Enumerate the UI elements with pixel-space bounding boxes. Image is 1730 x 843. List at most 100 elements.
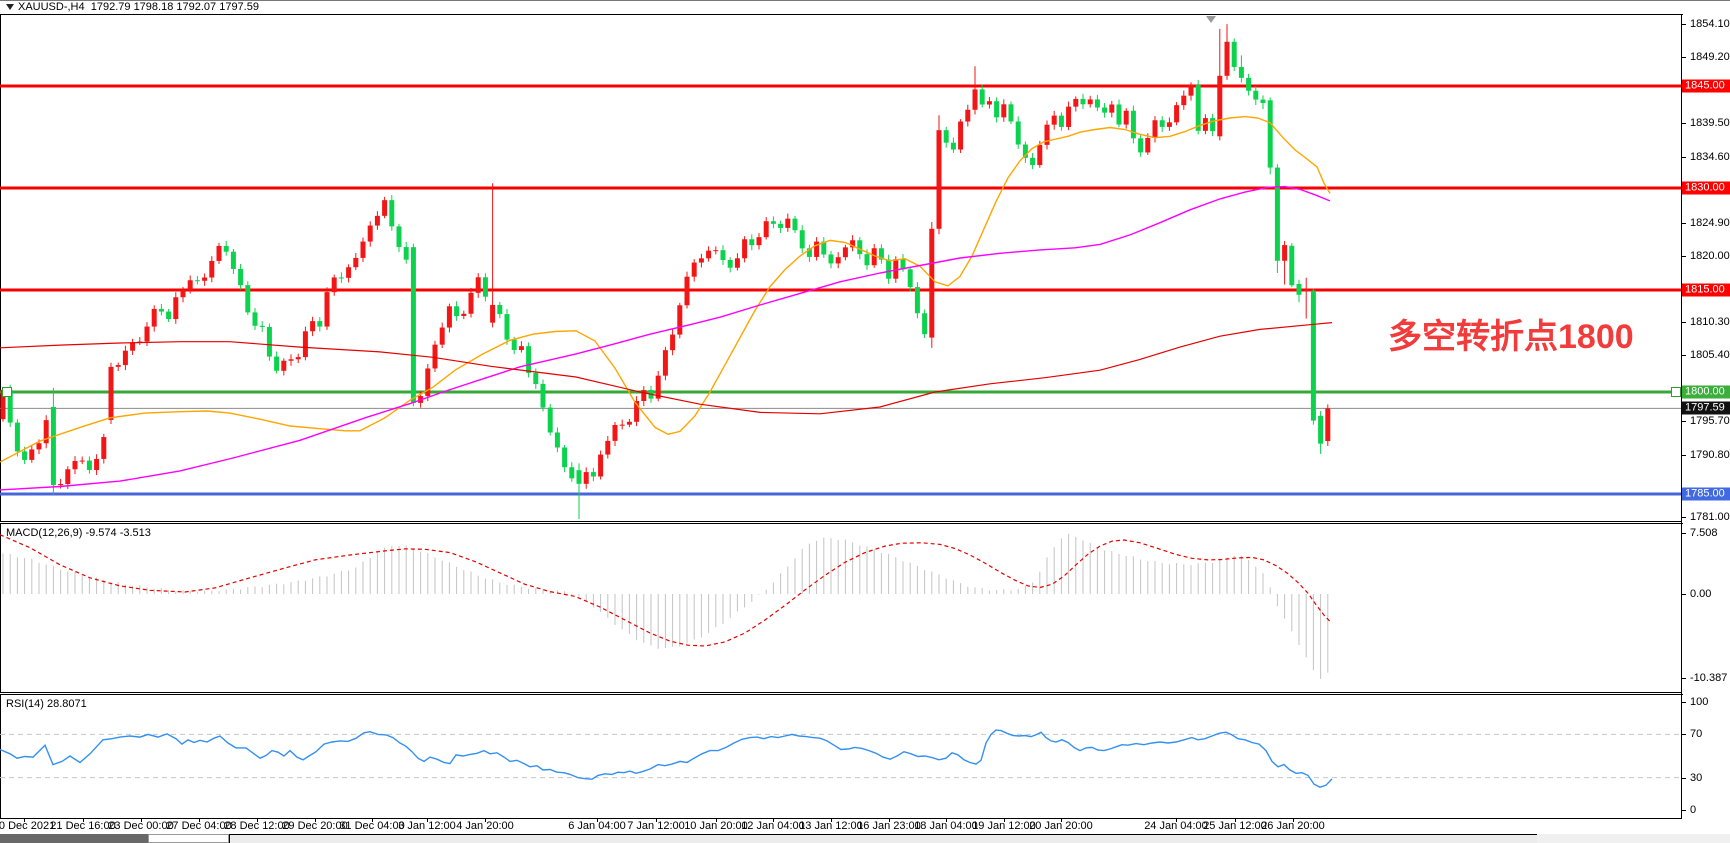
axis-tick: [1682, 734, 1686, 736]
candle: [1246, 77, 1252, 91]
candle: [1152, 120, 1158, 139]
price-tick-label: 1790.80: [1690, 448, 1730, 461]
candle: [281, 360, 287, 371]
price-tick-label: -10.387: [1690, 672, 1728, 685]
axis-tick: [1682, 222, 1686, 224]
candle: [1116, 104, 1122, 125]
candle: [626, 421, 632, 425]
candle: [878, 248, 884, 260]
candle: [317, 321, 323, 327]
candle: [454, 306, 460, 317]
candle: [698, 258, 704, 263]
axis-tick: [1682, 454, 1686, 456]
candle: [1001, 104, 1007, 118]
candle: [1044, 124, 1050, 145]
candle: [310, 321, 316, 332]
candle: [238, 268, 244, 286]
candle: [58, 484, 64, 486]
time-tick: [1004, 818, 1005, 822]
candle: [756, 237, 762, 246]
price-badge-1830.00[interactable]: 1830.00: [1682, 181, 1730, 195]
candle: [893, 259, 899, 279]
window-border: [0, 0, 1730, 1]
candle: [396, 226, 402, 248]
time-tick-label: 12 Jan 04:00: [741, 820, 805, 832]
time-tick-label: 13 Jan 12:00: [799, 820, 863, 832]
time-tick: [946, 818, 947, 822]
candle: [1310, 290, 1316, 421]
candle: [742, 239, 748, 259]
candle: [871, 248, 877, 266]
rsi-panel: [0, 694, 1683, 819]
candle: [389, 200, 395, 227]
ohlc-values: 1792.79 1798.18 1792.07 1797.59: [90, 1, 259, 13]
candle: [504, 314, 510, 340]
candle: [886, 259, 892, 279]
panel-separator[interactable]: [0, 692, 1682, 693]
candle: [835, 257, 841, 264]
axis-tick: [1682, 810, 1686, 811]
candle: [1282, 245, 1288, 261]
candle: [598, 454, 604, 477]
time-tick: [83, 818, 84, 822]
main-price-panel: [0, 14, 1683, 522]
candle: [1008, 104, 1014, 122]
candle: [778, 223, 784, 228]
chart-shift-marker-icon[interactable]: [1206, 16, 1216, 23]
candle: [425, 368, 431, 397]
price-tick-label: 0.00: [1690, 588, 1712, 600]
time-tick: [24, 818, 25, 822]
candle: [511, 339, 517, 350]
price-badge-1815.00[interactable]: 1815.00: [1682, 283, 1730, 297]
candle: [266, 326, 272, 357]
candle: [252, 312, 258, 326]
candle: [533, 372, 539, 384]
candle: [605, 440, 611, 455]
time-tick: [1061, 818, 1062, 822]
collapse-triangle-icon[interactable]: [6, 4, 14, 10]
candle: [259, 325, 265, 327]
candle: [907, 269, 913, 288]
time-tick-label: 18 Jan 04:00: [914, 820, 978, 832]
axis-tick: [1682, 355, 1686, 357]
axis-tick: [1682, 57, 1686, 59]
ma-mid-magenta: [0, 185, 1331, 491]
candle: [209, 260, 215, 278]
candle: [612, 424, 618, 441]
candle: [144, 326, 150, 342]
price-badge-1800.00[interactable]: 1800.00: [1682, 385, 1730, 399]
macd-signal-line: [0, 534, 1332, 647]
price-tick-label: 1820.00: [1690, 250, 1730, 262]
scrollbar-track[interactable]: [229, 834, 1537, 843]
candle: [727, 260, 733, 268]
candle: [101, 437, 107, 459]
candle: [403, 247, 409, 260]
candle: [641, 390, 647, 402]
ma-slow-red: [0, 322, 1333, 415]
time-tick: [831, 818, 832, 822]
candle: [410, 247, 416, 403]
candle: [439, 327, 445, 345]
horizontal-scrollbar: [0, 834, 1730, 843]
candle: [1073, 98, 1079, 107]
candle: [842, 247, 848, 258]
time-tick: [427, 818, 428, 822]
candle: [900, 259, 906, 270]
candle: [36, 443, 42, 450]
candle: [346, 267, 352, 278]
candle: [50, 406, 56, 486]
hline-handle[interactable]: [1671, 387, 1681, 397]
price-tick-label: 100: [1690, 696, 1709, 708]
time-tick: [1235, 818, 1236, 822]
panel-separator[interactable]: [0, 521, 1682, 522]
price-badge-1845.00[interactable]: 1845.00: [1682, 79, 1730, 93]
candle: [526, 346, 532, 373]
candle: [1123, 110, 1129, 125]
hline-handle[interactable]: [2, 387, 12, 397]
candle: [65, 469, 71, 485]
axis-tick: [1682, 256, 1686, 257]
price-badge-1785.00[interactable]: 1785.00: [1682, 487, 1730, 501]
scrollbar-thumb[interactable]: [148, 834, 229, 843]
candle: [1210, 118, 1216, 132]
candle: [554, 432, 560, 448]
